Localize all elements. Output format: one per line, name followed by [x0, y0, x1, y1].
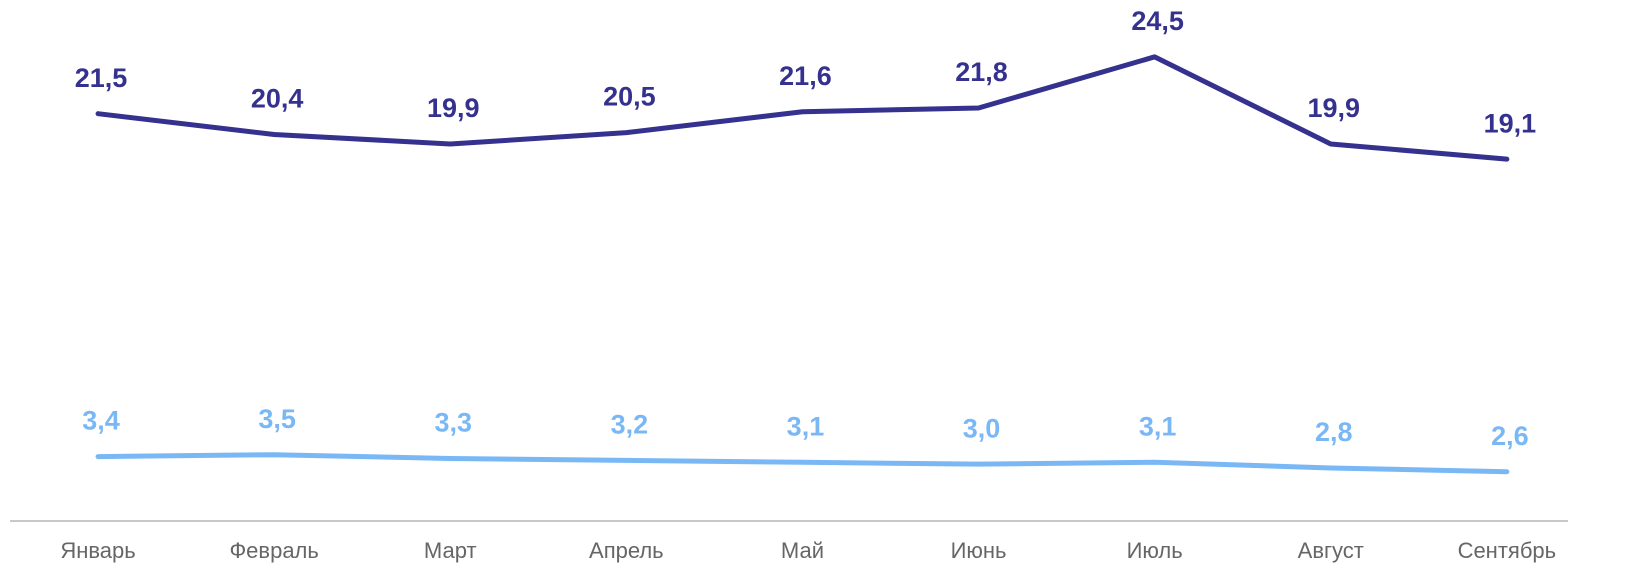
series-line [95, 54, 1510, 162]
x-tick-label: Май [781, 538, 824, 563]
data-label: 2,6 [1491, 421, 1529, 451]
x-tick-label: Июнь [951, 538, 1007, 563]
data-label: 3,1 [787, 411, 825, 441]
data-label: 3,4 [82, 406, 120, 436]
data-label: 2,8 [1315, 417, 1353, 447]
x-tick-label: Август [1298, 538, 1364, 563]
data-label: 3,0 [963, 413, 1001, 443]
x-tick-label: Февраль [229, 538, 318, 563]
series-line [95, 452, 1510, 475]
x-tick-label: Январь [60, 538, 135, 563]
data-label: 20,4 [251, 84, 304, 114]
data-label: 3,5 [258, 404, 296, 434]
x-tick-label: Март [424, 538, 477, 563]
data-label: 20,5 [603, 82, 656, 112]
data-label: 3,1 [1139, 411, 1177, 441]
data-label: 3,2 [611, 409, 649, 439]
data-label: 21,6 [779, 61, 832, 91]
data-label: 21,5 [75, 63, 128, 93]
x-tick-label: Июль [1127, 538, 1183, 563]
data-label: 19,9 [427, 93, 480, 123]
x-tick-label: Сентябрь [1458, 538, 1557, 563]
data-label: 3,3 [434, 408, 472, 438]
x-tick-label: Апрель [589, 538, 664, 563]
data-label: 21,8 [955, 57, 1008, 87]
data-label: 19,1 [1484, 108, 1537, 138]
data-label: 19,9 [1307, 93, 1360, 123]
data-label: 24,5 [1131, 6, 1184, 36]
